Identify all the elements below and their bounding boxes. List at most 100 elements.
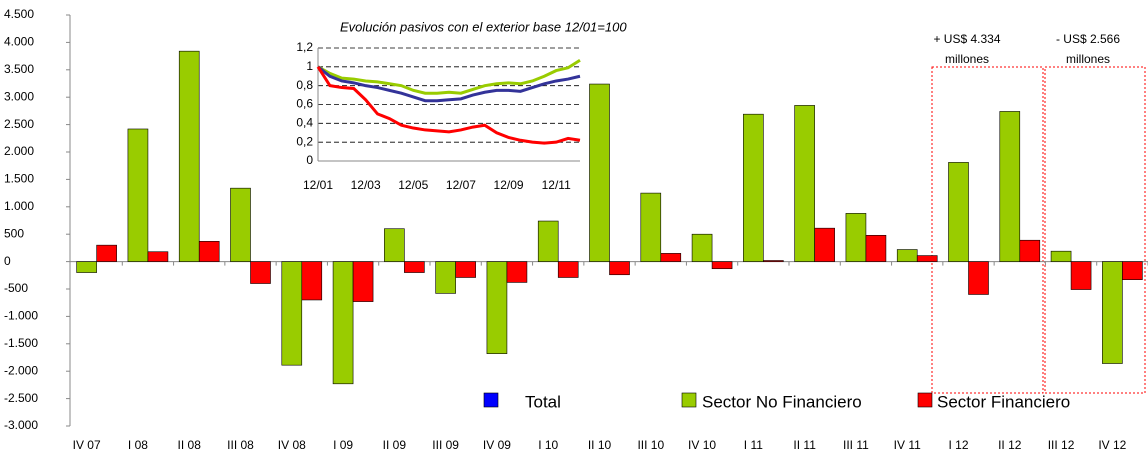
y-tick-label: 0,4: [296, 116, 313, 130]
legend-label: Total: [525, 392, 561, 411]
bar: [384, 228, 405, 262]
bar: [896, 249, 918, 262]
x-tick-label: 12/11: [542, 178, 571, 192]
bar: [1102, 261, 1123, 364]
bar: [486, 261, 508, 354]
x-tick-label: II 08: [178, 438, 202, 452]
y-tick-label: 4.500: [4, 7, 34, 21]
x-tick-label: 12/05: [398, 178, 428, 192]
bar: [537, 220, 559, 262]
x-tick-label: IV 08: [278, 438, 306, 452]
bar: [948, 162, 969, 262]
bar: [455, 261, 476, 278]
bar: [763, 260, 784, 262]
bar: [1070, 261, 1092, 290]
bar: [281, 261, 303, 366]
legend-swatch: [681, 392, 697, 408]
x-tick-label: 12/01: [303, 178, 333, 192]
x-tick-label: IV 07: [73, 438, 101, 452]
bar: [96, 244, 117, 262]
y-tick-label: 3.500: [4, 62, 34, 76]
y-tick-label: 2.500: [4, 117, 34, 131]
bar: [230, 187, 251, 262]
bar: [301, 261, 323, 301]
bar: [404, 261, 425, 273]
bar: [198, 241, 220, 262]
x-tick-label: III 10: [637, 438, 664, 452]
bar: [609, 261, 630, 276]
y-tick-label: 1,2: [296, 40, 313, 54]
bar: [352, 261, 374, 302]
x-tick-label: IV 09: [483, 438, 511, 452]
y-tick-label: -500: [4, 281, 28, 295]
x-tick-label: II 11: [793, 438, 816, 452]
y-tick-label: -1.000: [4, 309, 38, 323]
bar: [178, 50, 200, 262]
x-tick-label: 12/07: [446, 178, 476, 192]
x-tick-label: IV 12: [1098, 438, 1126, 452]
bar: [794, 105, 815, 262]
x-tick-label: 12/03: [351, 178, 381, 192]
x-tick-label: 12/09: [494, 178, 524, 192]
x-tick-label: III 12: [1048, 438, 1075, 452]
bar: [332, 261, 354, 385]
bar: [506, 261, 528, 283]
inset-title: Evolución pasivos con el exterior base 1…: [340, 19, 627, 34]
inset-background: [310, 40, 588, 200]
bar: [589, 83, 610, 262]
legend-swatch: [917, 392, 933, 408]
y-tick-label: 0,8: [296, 78, 313, 92]
x-tick-label: III 11: [843, 438, 869, 452]
bar: [711, 261, 733, 270]
x-tick-label: III 08: [227, 438, 254, 452]
bar: [1050, 250, 1072, 262]
x-tick-label: II 09: [383, 438, 407, 452]
y-tick-label: 0,2: [296, 134, 313, 148]
bar: [916, 255, 938, 262]
bar: [1122, 261, 1143, 280]
y-tick-label: 1: [306, 59, 313, 73]
line: [317, 58, 581, 95]
y-tick-label: 3.000: [4, 89, 34, 103]
y-tick-label: 1.000: [4, 199, 34, 213]
x-tick-label: IV 10: [688, 438, 716, 452]
x-tick-label: II 12: [998, 438, 1022, 452]
bar: [76, 261, 97, 273]
x-tick-label: I 11: [744, 438, 763, 452]
y-tick-label: -2.000: [4, 363, 38, 377]
annotation: + US$ 4.334: [933, 32, 1000, 46]
bar: [250, 261, 271, 284]
bar: [557, 261, 579, 278]
highlight-box: [931, 66, 1044, 394]
bar: [1019, 239, 1041, 262]
bar: [743, 113, 764, 262]
annotation: millones: [945, 52, 989, 66]
y-tick-label: 2.000: [4, 144, 34, 158]
x-tick-label: I 12: [948, 438, 968, 452]
bar: [814, 227, 835, 262]
bar: [127, 128, 149, 262]
y-tick-label: 0: [306, 153, 313, 167]
y-tick-label: 500: [4, 226, 24, 240]
x-tick-label: I 09: [333, 438, 353, 452]
x-tick-label: IV 11: [894, 438, 921, 452]
y-tick-label: 0: [4, 254, 11, 268]
legend-label: Sector No Financiero: [702, 392, 862, 411]
x-tick-label: II 10: [588, 438, 612, 452]
line: [316, 66, 581, 145]
annotation: - US$ 2.566: [1056, 32, 1120, 46]
bar: [968, 261, 989, 295]
bar: [865, 234, 887, 262]
line: [317, 65, 581, 103]
y-tick-label: -1.500: [4, 336, 38, 350]
x-tick-label: I 10: [538, 438, 558, 452]
y-tick-label: 0,6: [296, 97, 313, 111]
y-tick-label: 1.500: [4, 172, 34, 186]
bar: [660, 253, 682, 262]
y-tick-label: -2.500: [4, 391, 38, 405]
legend-label: Sector Financiero: [937, 392, 1070, 411]
bar: [435, 261, 456, 294]
x-tick-label: III 09: [432, 438, 459, 452]
bar: [640, 192, 662, 262]
